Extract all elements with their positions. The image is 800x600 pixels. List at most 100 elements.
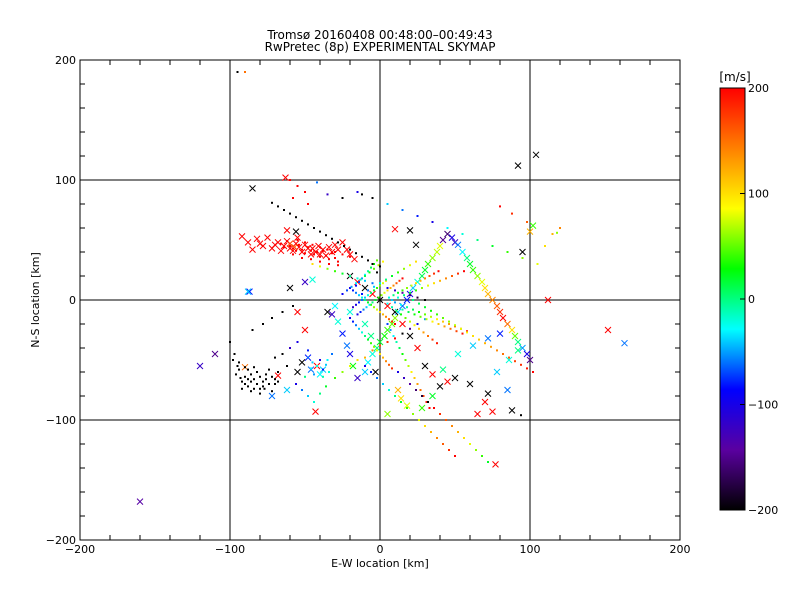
echo-cross-marker bbox=[391, 314, 399, 322]
echo-dot-marker bbox=[311, 243, 314, 246]
echo-dot-marker bbox=[457, 431, 459, 433]
echo-dot-marker bbox=[334, 377, 336, 379]
echo-dot-marker bbox=[352, 289, 354, 292]
echo-dot-marker bbox=[398, 347, 401, 349]
echo-dot-marker bbox=[425, 318, 428, 321]
echo-dot-marker bbox=[388, 318, 390, 321]
echo-dot-marker bbox=[259, 392, 261, 395]
echo-dot-marker bbox=[388, 389, 390, 391]
echo-cross-marker bbox=[466, 260, 474, 268]
echo-dot-marker bbox=[424, 318, 426, 321]
echo-dot-marker bbox=[355, 324, 357, 327]
echo-dot-marker bbox=[364, 296, 366, 299]
echo-cross-marker bbox=[294, 308, 301, 316]
echo-dot-marker bbox=[358, 301, 360, 304]
echo-dot-marker bbox=[367, 294, 369, 297]
echo-cross-marker bbox=[391, 225, 399, 233]
echo-dot-marker bbox=[322, 375, 324, 378]
echo-dot-marker bbox=[365, 306, 368, 309]
echo-dot-marker bbox=[409, 291, 411, 294]
echo-dot-marker bbox=[394, 395, 396, 397]
echo-cross-marker bbox=[346, 350, 354, 358]
echo-cross-marker bbox=[361, 368, 369, 376]
echo-dot-marker bbox=[307, 349, 309, 352]
echo-dot-marker bbox=[296, 341, 299, 343]
echo-dot-marker bbox=[430, 309, 432, 312]
echo-dot-marker bbox=[371, 282, 374, 285]
echo-dot-marker bbox=[502, 353, 504, 355]
echo-dot-marker bbox=[388, 296, 390, 299]
echo-cross-marker bbox=[526, 356, 534, 364]
echo-cross-marker bbox=[496, 330, 504, 337]
echo-dot-marker bbox=[296, 185, 299, 187]
echo-cross-marker bbox=[463, 254, 471, 262]
echo-dot-marker bbox=[484, 342, 486, 345]
echo-dot-marker bbox=[437, 323, 440, 325]
echo-dot-marker bbox=[319, 246, 321, 249]
echo-dot-marker bbox=[250, 373, 252, 376]
echo-dot-marker bbox=[359, 311, 362, 313]
echo-dot-marker bbox=[412, 308, 414, 311]
echo-dot-marker bbox=[361, 255, 363, 258]
echo-dot-marker bbox=[364, 299, 366, 301]
echo-cross-marker bbox=[343, 246, 351, 253]
echo-cross-marker bbox=[294, 234, 301, 241]
echo-dot-marker bbox=[401, 291, 404, 294]
echo-dot-marker bbox=[362, 308, 365, 311]
x-axis-label: E-W location [km] bbox=[331, 557, 429, 570]
echo-cross-marker bbox=[444, 378, 451, 385]
echo-dot-marker bbox=[428, 407, 431, 409]
echo-dot-marker bbox=[475, 449, 477, 451]
echo-cross-marker bbox=[351, 255, 358, 263]
echo-cross-marker bbox=[504, 386, 511, 394]
echo-dot-marker bbox=[382, 383, 384, 385]
echo-dot-marker bbox=[520, 363, 522, 366]
echo-dot-marker bbox=[427, 284, 429, 287]
echo-dot-marker bbox=[422, 331, 425, 334]
echo-dot-marker bbox=[236, 71, 239, 73]
echo-dot-marker bbox=[421, 287, 423, 289]
echo-dot-marker bbox=[422, 395, 425, 397]
echo-dot-marker bbox=[463, 270, 465, 273]
echo-dot-marker bbox=[442, 443, 444, 445]
chart-title: Tromsø 20160408 00:48:00–00:49:43 bbox=[267, 28, 493, 42]
echo-dot-marker bbox=[292, 197, 294, 199]
echo-dot-marker bbox=[244, 71, 246, 73]
echo-dot-marker bbox=[431, 338, 434, 341]
echo-dot-marker bbox=[319, 359, 321, 361]
echo-dot-marker bbox=[289, 212, 291, 215]
echo-dot-marker bbox=[415, 260, 417, 263]
echo-cross-marker bbox=[384, 410, 391, 418]
echo-cross-marker bbox=[621, 339, 628, 347]
echo-dot-marker bbox=[251, 329, 254, 331]
echo-cross-marker bbox=[289, 247, 297, 255]
echo-dot-marker bbox=[389, 329, 392, 331]
echo-dot-marker bbox=[262, 380, 264, 383]
echo-dot-marker bbox=[415, 389, 417, 391]
echo-dot-marker bbox=[514, 360, 516, 363]
data-points bbox=[136, 71, 628, 505]
echo-dot-marker bbox=[370, 266, 372, 269]
echo-cross-marker bbox=[508, 326, 516, 334]
echo-dot-marker bbox=[449, 327, 452, 330]
echo-dot-marker bbox=[370, 371, 372, 373]
echo-dot-marker bbox=[298, 243, 300, 246]
echo-dot-marker bbox=[349, 255, 351, 258]
echo-dot-marker bbox=[416, 323, 419, 325]
echo-dot-marker bbox=[310, 249, 312, 252]
echo-dot-marker bbox=[410, 371, 413, 373]
echo-cross-marker bbox=[271, 241, 279, 249]
echo-dot-marker bbox=[292, 253, 294, 256]
echo-dot-marker bbox=[431, 320, 434, 323]
echo-dot-marker bbox=[391, 275, 393, 277]
echo-dot-marker bbox=[307, 223, 309, 226]
echo-dot-marker bbox=[238, 368, 240, 371]
echo-dot-marker bbox=[379, 353, 381, 355]
echo-dot-marker bbox=[397, 371, 399, 373]
echo-dot-marker bbox=[409, 320, 411, 323]
echo-dot-marker bbox=[341, 253, 344, 256]
echo-dot-marker bbox=[355, 303, 357, 306]
echo-dot-marker bbox=[355, 284, 357, 287]
echo-dot-marker bbox=[457, 272, 459, 275]
echo-dot-marker bbox=[445, 419, 447, 421]
